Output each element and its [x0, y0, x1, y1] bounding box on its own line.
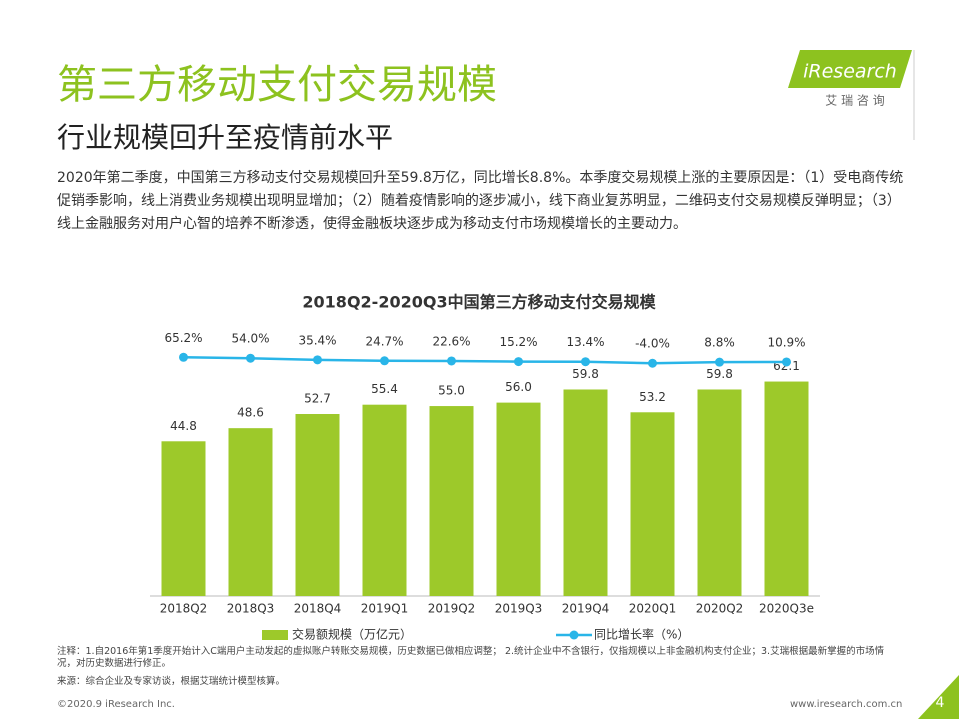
x-tick-label: 2018Q3 — [227, 602, 275, 616]
line-label: 65.2% — [164, 331, 202, 345]
bar-label: 55.0 — [438, 384, 465, 398]
bar-label: 44.8 — [170, 419, 197, 433]
chart-title: 2018Q2-2020Q3中国第三方移动支付交易规模 — [302, 293, 656, 312]
x-tick-label: 2020Q2 — [696, 602, 744, 616]
bar — [161, 441, 206, 596]
x-tick-label: 2020Q3e — [759, 602, 814, 616]
line-point — [246, 353, 255, 363]
x-tick-label: 2020Q1 — [629, 602, 677, 616]
bar-label: 59.8 — [572, 367, 599, 381]
line-label: 8.8% — [704, 336, 735, 350]
x-tick-label: 2018Q2 — [160, 602, 208, 616]
x-tick-label: 2019Q3 — [495, 602, 543, 616]
notes: 注释：1.自2016年第1季度开始计入C端用户主动发起的虚拟账户转账交易规模，历… — [57, 646, 885, 669]
line-label: 35.4% — [298, 333, 336, 347]
x-tick-label: 2019Q2 — [428, 602, 476, 616]
bar — [295, 414, 340, 596]
source: 来源：综合企业及专家访谈，根据艾瑞统计模型核算。 — [57, 676, 286, 687]
bar — [362, 404, 407, 596]
url: www.iresearch.com.cn — [790, 699, 903, 710]
x-tick-label: 2019Q4 — [562, 602, 610, 616]
bar — [429, 406, 474, 596]
copyright: ©2020.9 iResearch Inc. — [57, 699, 175, 710]
line-point — [380, 356, 389, 366]
line-point — [581, 357, 590, 367]
legend-swatch — [262, 630, 288, 640]
line-point — [179, 352, 188, 362]
line-label: 15.2% — [499, 335, 537, 349]
legend-label: 交易额规模（万亿元） — [292, 627, 412, 642]
bar — [496, 402, 541, 596]
line-point — [313, 355, 322, 365]
bar-label: 56.0 — [505, 380, 532, 394]
line-label: 22.6% — [432, 334, 470, 348]
line-label: 54.0% — [231, 332, 269, 346]
line-label: 13.4% — [566, 335, 604, 349]
bar-label: 52.7 — [304, 392, 331, 406]
line-label: -4.0% — [635, 337, 670, 351]
paragraph: 2020年第二季度，中国第三方移动支付交易规模回升至59.8万亿，同比增长8.8… — [57, 170, 904, 232]
bar — [764, 381, 809, 596]
legend-swatch — [569, 630, 579, 640]
x-tick-label: 2018Q4 — [294, 602, 342, 616]
bar — [630, 412, 675, 596]
page-number: 4 — [936, 695, 945, 711]
bar-label: 53.2 — [639, 390, 666, 404]
line-label: 24.7% — [365, 334, 403, 348]
logo-shape — [788, 50, 912, 88]
bar — [697, 389, 742, 596]
legend-label: 同比增长率（%） — [594, 627, 689, 642]
bar — [563, 389, 608, 596]
line-point — [514, 357, 523, 367]
line — [183, 356, 787, 365]
bar — [228, 428, 273, 596]
line-point — [715, 357, 724, 367]
bar-label: 48.6 — [237, 406, 264, 420]
line-label: 10.9% — [767, 335, 805, 349]
line-point — [447, 356, 456, 366]
subtitle: 行业规模回升至疫情前水平 — [57, 121, 394, 154]
logo-subtext: 艾 瑞 咨 询 — [825, 93, 884, 108]
bar-label: 59.8 — [706, 367, 733, 381]
corner — [918, 675, 959, 719]
logo-text: iResearch — [803, 61, 897, 83]
line-point — [648, 358, 657, 368]
bar-label: 55.4 — [371, 382, 398, 396]
title: 第三方移动支付交易规模 — [57, 62, 497, 108]
x-tick-label: 2019Q1 — [361, 602, 409, 616]
line-point — [782, 357, 791, 367]
